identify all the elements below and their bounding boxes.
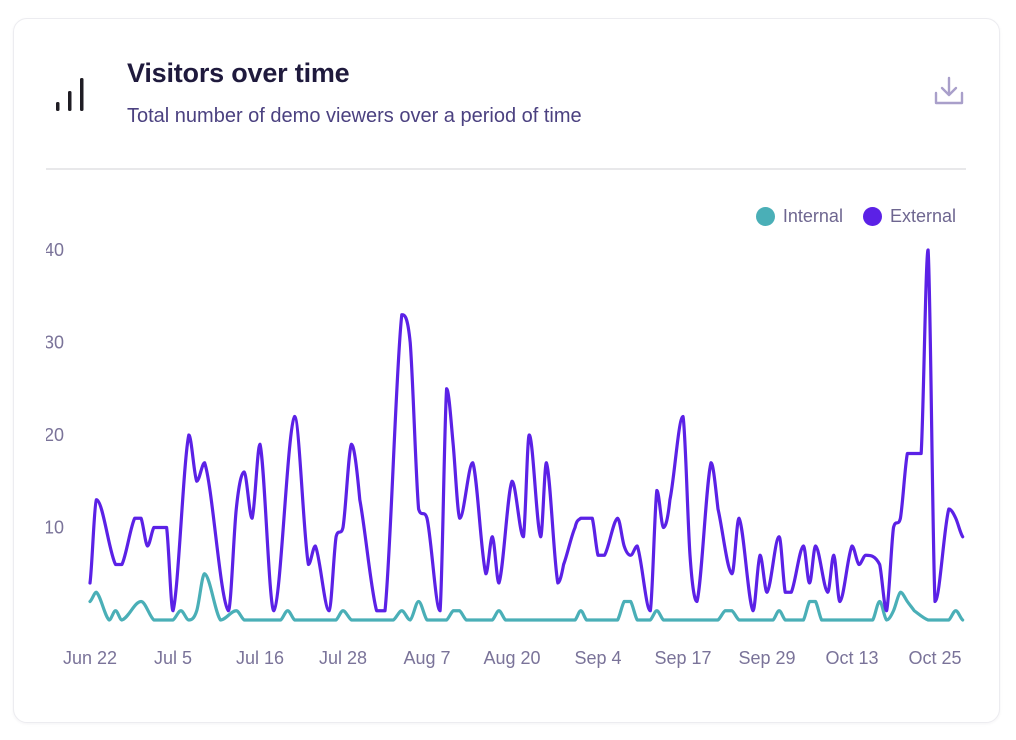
x-tick-label: Sep 17 bbox=[654, 648, 711, 668]
x-tick-label: Sep 29 bbox=[738, 648, 795, 668]
download-icon[interactable] bbox=[933, 76, 965, 106]
legend-item-external[interactable]: External bbox=[862, 206, 956, 227]
legend-label-internal: Internal bbox=[782, 206, 843, 226]
x-tick-label: Sep 4 bbox=[574, 648, 621, 668]
series-line-internal bbox=[88, 572, 965, 622]
x-tick-label: Jun 22 bbox=[63, 648, 117, 668]
visitors-chart-card bbox=[13, 18, 1000, 723]
x-tick-label: Oct 13 bbox=[825, 648, 878, 668]
y-tick-label: 40 bbox=[44, 240, 64, 260]
header-divider bbox=[46, 168, 966, 170]
legend-item-internal[interactable]: Internal bbox=[755, 206, 843, 227]
chart-subtitle: Total number of demo viewers over a peri… bbox=[127, 105, 582, 127]
x-tick-label: Aug 7 bbox=[403, 648, 450, 668]
x-tick-label: Aug 20 bbox=[483, 648, 540, 668]
legend-dot-external bbox=[862, 207, 882, 226]
y-tick-label: 20 bbox=[44, 425, 64, 445]
y-tick-label: 30 bbox=[44, 333, 64, 353]
x-tick-label: Jul 5 bbox=[154, 648, 192, 668]
chart-legend: Internal External bbox=[755, 206, 956, 227]
legend-dot-internal bbox=[755, 207, 775, 226]
x-tick-label: Jul 28 bbox=[319, 648, 367, 668]
legend-label-external: External bbox=[889, 206, 956, 226]
x-tick-label: Jul 16 bbox=[236, 648, 284, 668]
x-tick-label: Oct 25 bbox=[908, 648, 961, 668]
chart-title: Visitors over time bbox=[127, 58, 350, 88]
series-line-external bbox=[88, 248, 965, 613]
bar-chart-icon bbox=[56, 78, 84, 111]
y-tick-label: 10 bbox=[44, 518, 64, 538]
